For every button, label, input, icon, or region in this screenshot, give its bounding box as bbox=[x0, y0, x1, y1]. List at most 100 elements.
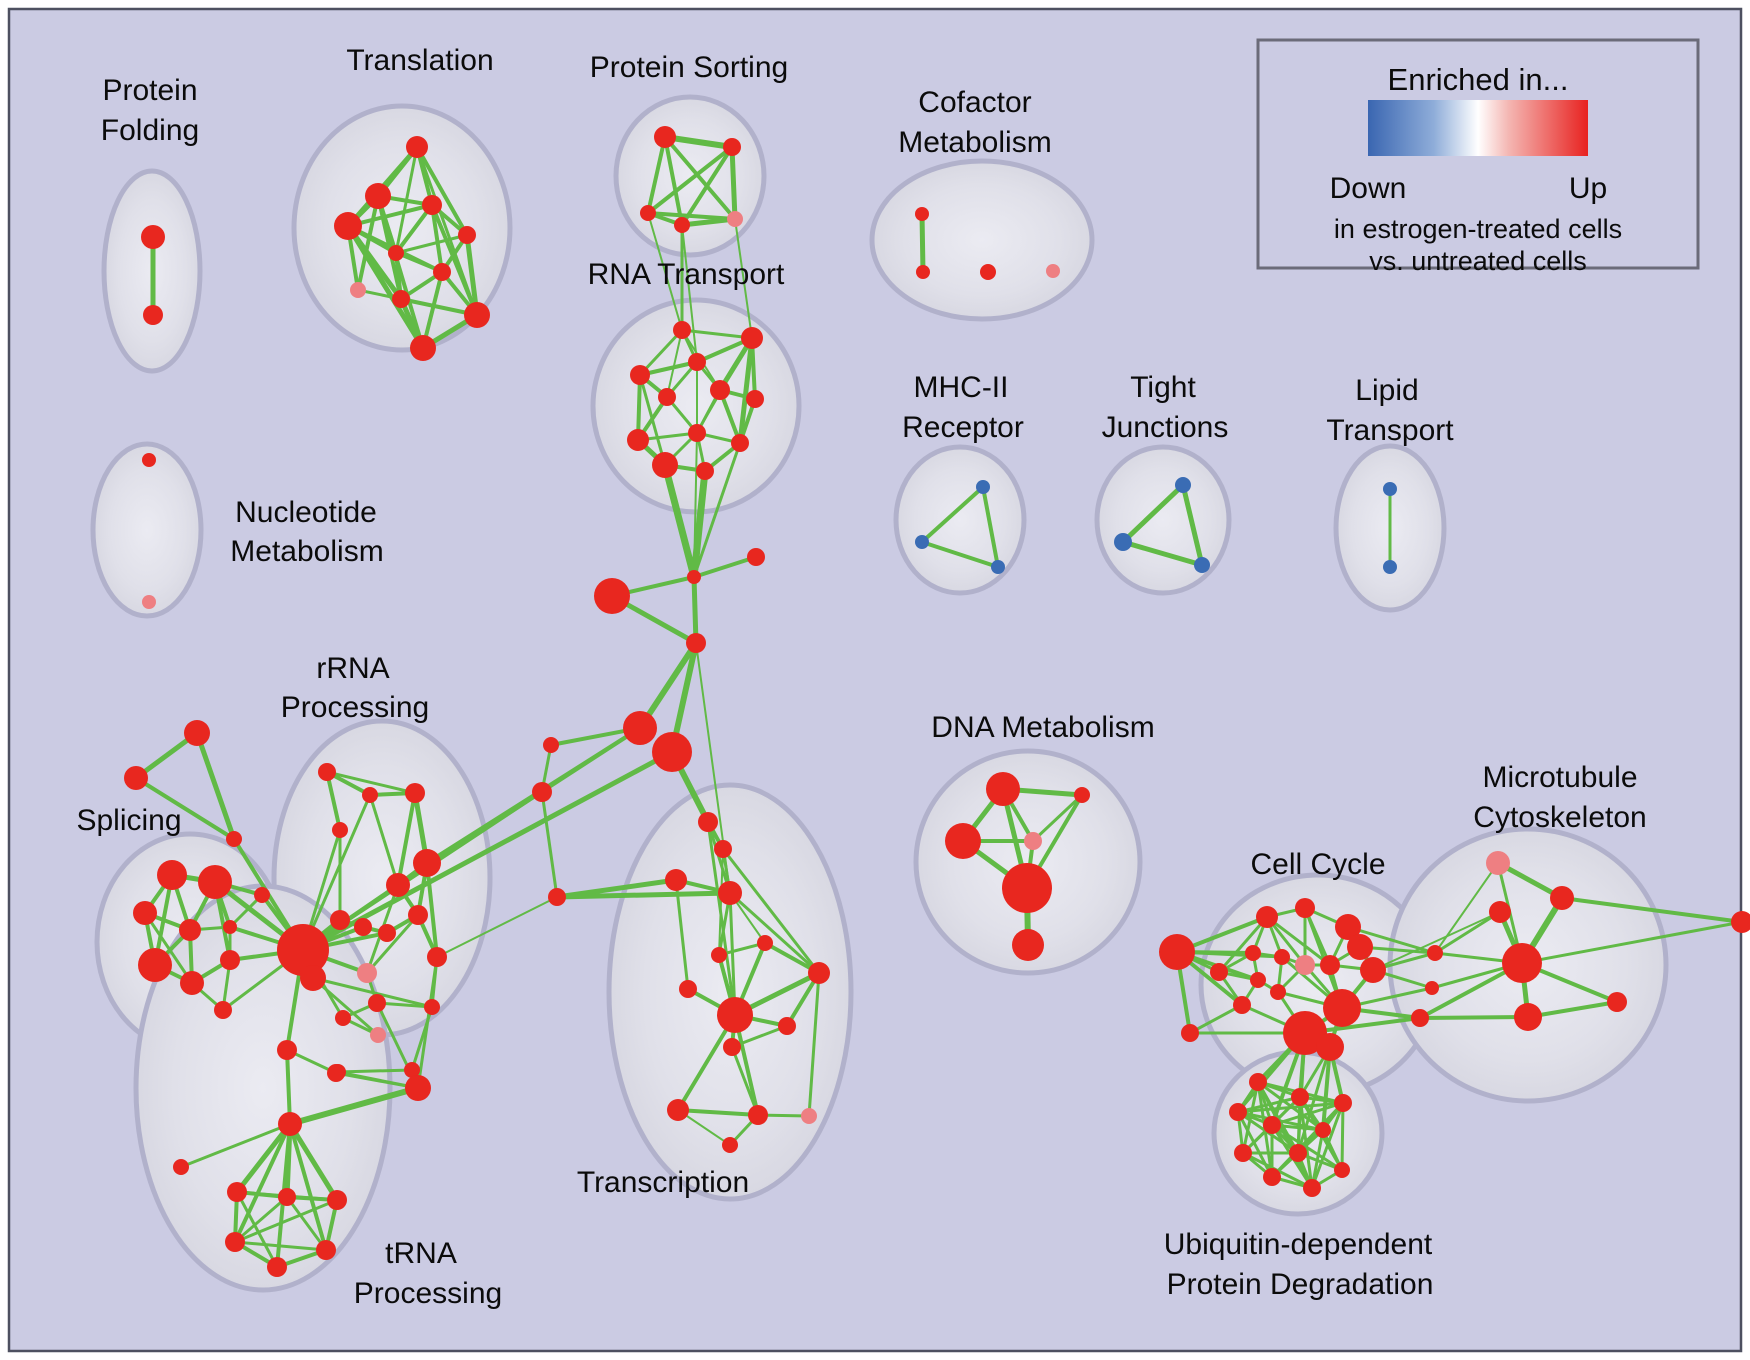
graph-edge bbox=[415, 145, 469, 237]
graph-node-red bbox=[808, 962, 830, 984]
graph-node-red bbox=[652, 452, 678, 478]
graph-edge bbox=[1520, 920, 1744, 965]
graph-node-red bbox=[408, 905, 428, 925]
cluster-label-tight-junctions: Junctions bbox=[1102, 411, 1229, 444]
graph-node-red bbox=[198, 865, 232, 899]
graph-node-red bbox=[711, 947, 727, 963]
graph-node-red bbox=[179, 919, 201, 941]
cluster-label-transcription: Transcription bbox=[577, 1166, 749, 1199]
graph-edge bbox=[681, 224, 698, 363]
graph-node-red bbox=[945, 823, 981, 859]
graph-node-red bbox=[392, 290, 410, 308]
graph-node-red bbox=[710, 380, 730, 400]
graph-node-red bbox=[458, 226, 476, 244]
graph-edge bbox=[368, 793, 400, 887]
graph-node-red bbox=[1303, 1179, 1321, 1197]
graph-node-red bbox=[686, 633, 706, 653]
graph-edge bbox=[396, 791, 417, 887]
graph-edge bbox=[1495, 860, 1565, 901]
graph-edge bbox=[233, 1198, 339, 1244]
graph-edge bbox=[680, 145, 734, 227]
graph-edge bbox=[676, 1108, 760, 1117]
graph-edge bbox=[301, 793, 372, 952]
graph-node-red bbox=[1425, 981, 1439, 995]
graph-edge bbox=[375, 1001, 434, 1009]
graph-node-red bbox=[1245, 945, 1261, 961]
graph-node-red bbox=[378, 924, 396, 942]
graph-edge bbox=[706, 820, 737, 1017]
cluster-label-mhc-ii-receptor: MHC-II bbox=[914, 371, 1009, 404]
graph-node-red bbox=[157, 860, 187, 890]
graph-node-red bbox=[1315, 1122, 1331, 1138]
graph-edge bbox=[234, 1121, 293, 1195]
graph-edge bbox=[365, 913, 420, 975]
graph-node-pink bbox=[357, 963, 377, 983]
graph-node-red bbox=[1263, 1168, 1281, 1186]
graph-node-red bbox=[226, 831, 242, 847]
graph-edge bbox=[647, 212, 683, 331]
cluster-ellipse-tight-junctions bbox=[1094, 444, 1232, 596]
graph-edge bbox=[1188, 1003, 1244, 1035]
graph-edge bbox=[1372, 911, 1501, 971]
graph-edge bbox=[676, 1013, 737, 1112]
graph-node-red bbox=[334, 212, 362, 240]
cluster-label-mhc-ii-receptor: Receptor bbox=[902, 411, 1024, 444]
graph-node-red bbox=[1316, 1033, 1344, 1061]
graph-edge bbox=[325, 770, 342, 832]
graph-node-red bbox=[277, 1040, 297, 1060]
cluster-label-lipid-transport: Lipid bbox=[1355, 374, 1418, 407]
graph-node-red bbox=[173, 1159, 189, 1175]
graph-node-blue bbox=[1175, 477, 1191, 493]
graph-node-red bbox=[1295, 898, 1315, 918]
graph-node-red bbox=[688, 424, 706, 442]
graph-node-red bbox=[1502, 943, 1542, 983]
graph-node-red bbox=[748, 1105, 768, 1125]
cluster-ellipse-nucleotide-metabolism bbox=[90, 441, 204, 619]
graph-node-red bbox=[1256, 906, 1278, 928]
graph-node-pink bbox=[350, 282, 366, 298]
graph-edge bbox=[410, 1005, 434, 1072]
graph-node-red bbox=[316, 1240, 336, 1260]
graph-edge bbox=[1120, 539, 1205, 568]
graph-node-red bbox=[424, 999, 440, 1015]
graph-edge bbox=[425, 861, 439, 959]
graph-edge bbox=[345, 223, 426, 351]
graph-node-red bbox=[427, 947, 447, 967]
graph-node-red bbox=[138, 948, 172, 982]
graph-node-red bbox=[214, 1001, 232, 1019]
graph-node-red bbox=[406, 136, 428, 158]
graph-edge bbox=[235, 1190, 279, 1269]
graph-node-red bbox=[722, 1137, 738, 1153]
cluster-label-rrna-processing: rRNA bbox=[316, 652, 389, 685]
graph-node-red bbox=[277, 924, 329, 976]
graph-node-red bbox=[1289, 1144, 1307, 1162]
graph-edge bbox=[287, 1085, 421, 1127]
graph-edge bbox=[336, 1068, 414, 1074]
graph-edge bbox=[920, 540, 1000, 569]
graph-node-red bbox=[1335, 914, 1361, 940]
graph-node-red bbox=[1731, 911, 1750, 933]
graph-edge bbox=[981, 485, 1000, 569]
graph-node-red bbox=[413, 849, 441, 877]
legend-down-label: Down bbox=[1330, 172, 1407, 205]
graph-node-red bbox=[300, 965, 326, 991]
graph-node-red bbox=[757, 935, 773, 951]
cluster-label-dna-metabolism: DNA Metabolism bbox=[931, 711, 1154, 744]
graph-node-red bbox=[627, 429, 649, 451]
graph-edge bbox=[287, 1121, 340, 1203]
graph-node-red bbox=[723, 138, 741, 156]
graph-edge bbox=[706, 820, 732, 895]
graph-node-red bbox=[1427, 945, 1443, 961]
graph-edge bbox=[1031, 793, 1084, 843]
graph-node-red bbox=[698, 812, 718, 832]
graph-node-red bbox=[543, 737, 559, 753]
graph-node-red bbox=[124, 766, 148, 790]
graph-node-blue bbox=[915, 535, 929, 549]
graph-node-red bbox=[368, 994, 386, 1012]
graph-edge bbox=[134, 776, 236, 841]
graph-node-pink bbox=[1295, 955, 1315, 975]
cluster-label-cofactor-metabolism: Metabolism bbox=[898, 126, 1051, 159]
cluster-label-cell-cycle: Cell Cycle bbox=[1250, 848, 1385, 881]
cluster-label-rrna-processing: Processing bbox=[281, 691, 429, 724]
graph-node-blue bbox=[1383, 482, 1397, 496]
